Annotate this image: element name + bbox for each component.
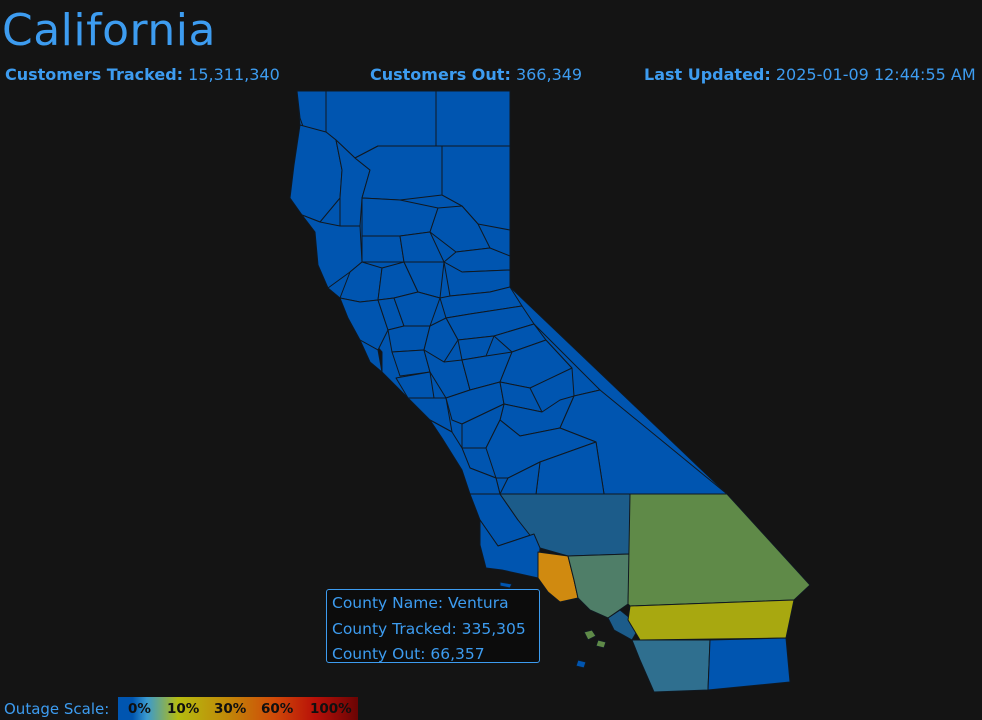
county-san-bernardino[interactable] [627, 493, 811, 607]
county-sacramento[interactable] [423, 317, 459, 363]
tooltip-county-name-value: Ventura [448, 594, 509, 612]
customers-out-stat: Customers Out: 366,349 [370, 64, 582, 86]
tooltip-county-name-row: County Name: Ventura [332, 591, 539, 617]
tooltip-county-out-row: County Out: 66,357 [332, 642, 539, 668]
island-san-nicolas [575, 659, 587, 669]
customers-tracked-stat: Customers Tracked: 15,311,340 [5, 64, 280, 86]
county-los-angeles[interactable] [567, 553, 631, 619]
customers-out-label: Customers Out: [370, 65, 511, 84]
last-updated-label: Last Updated: [644, 65, 771, 84]
tooltip-county-out-label: County Out: [332, 645, 426, 663]
county-shasta[interactable] [354, 145, 443, 201]
scale-tick-60: 60% [261, 701, 294, 717]
scale-tick-10: 10% [167, 701, 200, 717]
county-santa-clara[interactable] [407, 397, 453, 433]
county-marin[interactable] [359, 339, 383, 373]
island-santa-rosa [499, 581, 513, 589]
county-yolo[interactable] [393, 291, 441, 327]
customers-tracked-label: Customers Tracked: [5, 65, 184, 84]
tooltip-county-out-value: 66,357 [430, 645, 485, 663]
tooltip-county-name-label: County Name: [332, 594, 444, 612]
scale-tick-0: 0% [128, 701, 151, 717]
county-solano[interactable] [387, 325, 431, 353]
county-santa-barbara[interactable] [479, 519, 541, 579]
county-tuolumne[interactable] [499, 339, 573, 389]
island-san-clemente [595, 639, 607, 649]
county-tooltip: County Name: Ventura County Tracked: 335… [326, 589, 540, 663]
tooltip-county-tracked-row: County Tracked: 335,305 [332, 617, 539, 643]
last-updated-value: 2025-01-09 12:44:55 AM [775, 65, 976, 84]
county-riverside[interactable] [627, 599, 795, 641]
tooltip-county-tracked-value: 335,305 [461, 619, 526, 638]
county-humboldt[interactable] [289, 124, 343, 223]
tooltip-county-tracked-label: County Tracked: [332, 619, 457, 638]
county-monterey[interactable] [429, 419, 501, 495]
customers-out-value: 366,349 [515, 65, 583, 84]
outage-scale-label: Outage Scale: [4, 700, 110, 718]
outage-scale-bar: 0% 10% 30% 60% 100% [118, 697, 358, 720]
scale-tick-30: 30% [214, 701, 247, 717]
county-san-diego[interactable] [631, 639, 711, 693]
county-imperial[interactable] [707, 637, 791, 691]
customers-tracked-value: 15,311,340 [188, 65, 280, 84]
island-santa-catalina [583, 629, 597, 641]
county-modoc[interactable] [435, 90, 511, 147]
scale-tick-100: 100% [310, 701, 352, 717]
county-glenn[interactable] [361, 235, 405, 263]
last-updated-stat: Last Updated: 2025-01-09 12:44:55 AM [644, 64, 976, 86]
county-sonoma[interactable] [339, 297, 389, 351]
page-title: California [2, 5, 216, 56]
